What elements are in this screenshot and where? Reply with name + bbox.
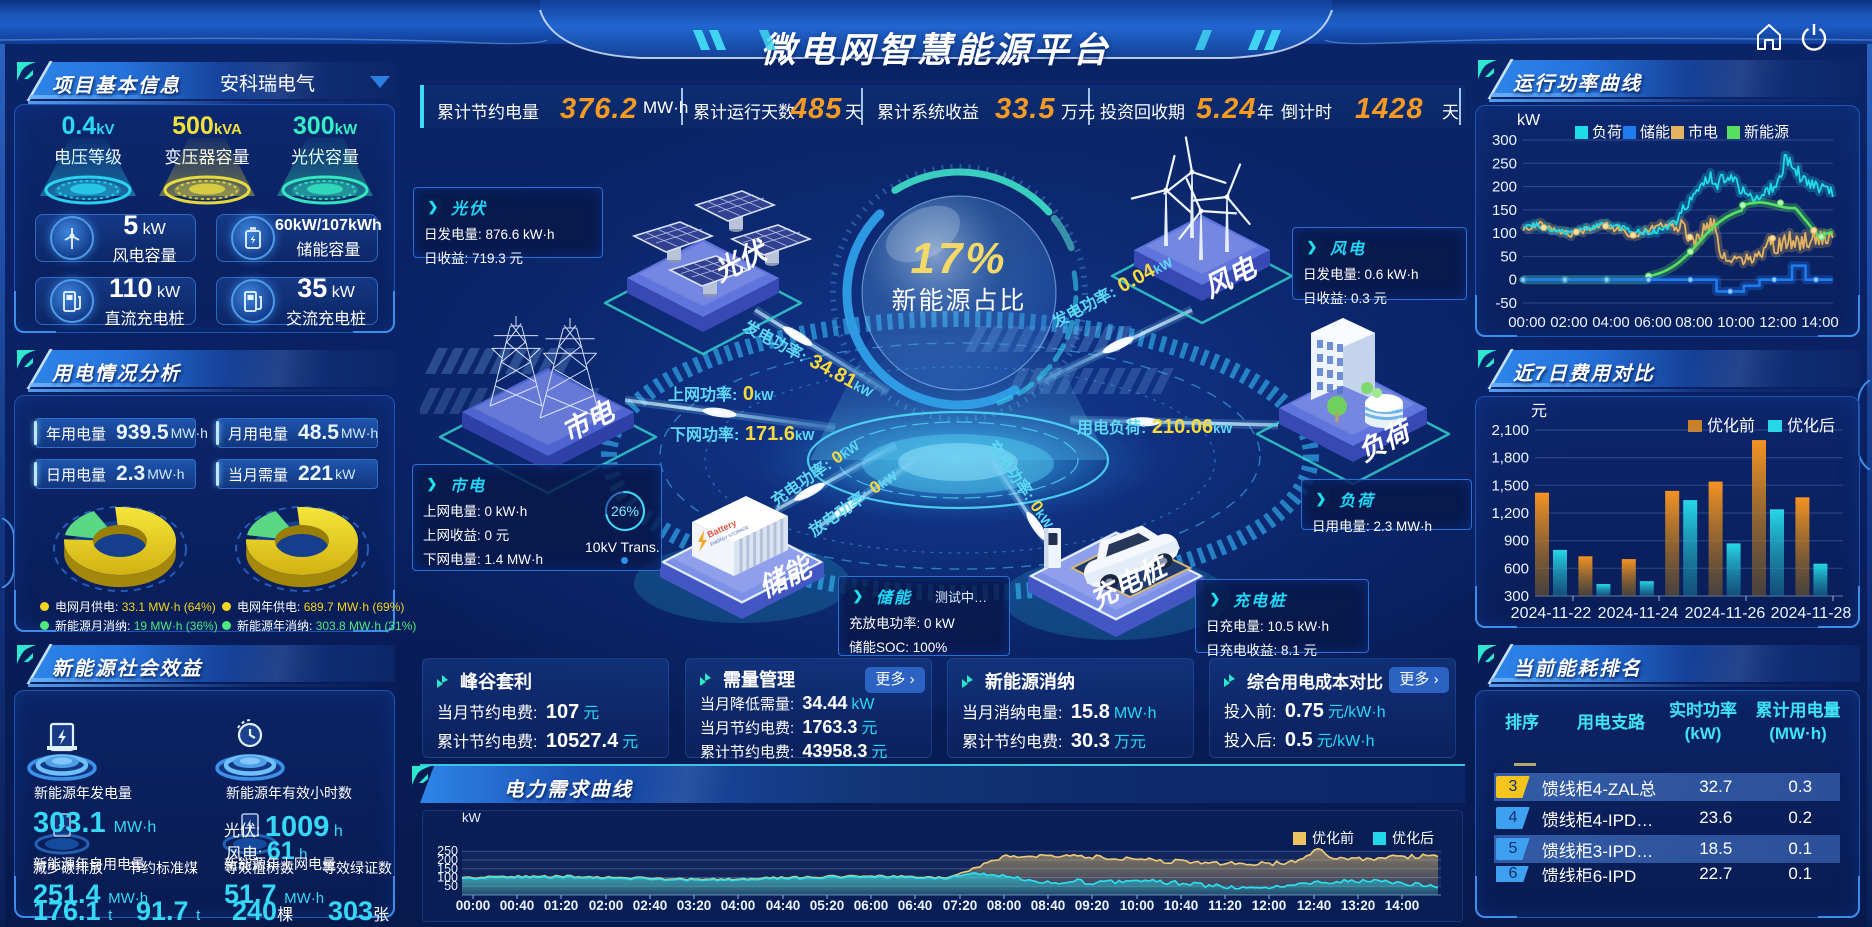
svg-text:2024-11-22: 2024-11-22 — [1511, 605, 1592, 622]
svg-text:250: 250 — [1492, 155, 1517, 172]
svg-text:10:40: 10:40 — [1164, 898, 1199, 913]
svg-text:100: 100 — [1492, 225, 1517, 242]
svg-text:08:40: 08:40 — [1031, 898, 1066, 913]
svg-text:17%: 17% — [910, 234, 1007, 283]
svg-text:13:20: 13:20 — [1341, 898, 1376, 913]
svg-text:1,800: 1,800 — [1491, 450, 1529, 467]
svg-text:新能源占比: 新能源占比 — [891, 287, 1026, 315]
svg-text:下网功率: 171.6kW: 下网功率: 171.6kW — [670, 423, 815, 445]
svg-text:150: 150 — [437, 862, 458, 876]
svg-text:01:20: 01:20 — [544, 898, 579, 913]
svg-text:优化后: 优化后 — [1787, 417, 1835, 435]
svg-text:26%: 26% — [611, 503, 639, 519]
svg-text:50: 50 — [444, 879, 458, 893]
svg-text:200: 200 — [437, 853, 458, 867]
svg-text:12:40: 12:40 — [1297, 898, 1332, 913]
svg-text:14:00: 14:00 — [1801, 314, 1839, 331]
svg-text:优化前: 优化前 — [1707, 417, 1755, 435]
svg-text:900: 900 — [1504, 533, 1529, 550]
svg-text:1,200: 1,200 — [1491, 505, 1529, 522]
svg-text:06:00: 06:00 — [854, 898, 889, 913]
svg-text:市电: 市电 — [1688, 124, 1718, 141]
svg-text:10:00: 10:00 — [1120, 898, 1155, 913]
svg-text:00:00: 00:00 — [1508, 314, 1546, 331]
svg-text:100: 100 — [437, 871, 458, 885]
svg-text:kW: kW — [462, 810, 482, 825]
svg-text:2,100: 2,100 — [1491, 422, 1529, 439]
svg-text:04:40: 04:40 — [766, 898, 801, 913]
svg-text:08:00: 08:00 — [987, 898, 1022, 913]
svg-text:12:00: 12:00 — [1759, 314, 1797, 331]
svg-text:10:00: 10:00 — [1717, 314, 1755, 331]
svg-text:250: 250 — [437, 844, 458, 858]
svg-text:08:00: 08:00 — [1675, 314, 1713, 331]
svg-text:05:20: 05:20 — [810, 898, 845, 913]
svg-text:02:00: 02:00 — [1550, 314, 1588, 331]
svg-text:02:00: 02:00 — [589, 898, 624, 913]
svg-text:04:00: 04:00 — [721, 898, 756, 913]
svg-text:300: 300 — [1492, 132, 1517, 149]
svg-text:300: 300 — [1504, 588, 1529, 605]
svg-text:用电负荷: 210.06kW: 用电负荷: 210.06kW — [1077, 416, 1233, 438]
svg-text:03:20: 03:20 — [677, 898, 712, 913]
svg-text:0: 0 — [1509, 272, 1517, 289]
svg-text:14:00: 14:00 — [1385, 898, 1420, 913]
svg-text:kW: kW — [1517, 112, 1541, 129]
svg-text:负荷: 负荷 — [1592, 124, 1622, 141]
svg-text:优化后: 优化后 — [1392, 830, 1434, 846]
svg-text:06:00: 06:00 — [1634, 314, 1672, 331]
svg-text:50: 50 — [1500, 248, 1517, 265]
svg-text:1,500: 1,500 — [1491, 477, 1529, 494]
svg-text:02:40: 02:40 — [633, 898, 668, 913]
svg-text:150: 150 — [1492, 202, 1517, 219]
svg-text:600: 600 — [1504, 560, 1529, 577]
svg-text:09:20: 09:20 — [1075, 898, 1110, 913]
svg-text:2024-11-26: 2024-11-26 — [1685, 605, 1766, 622]
svg-text:-50: -50 — [1495, 295, 1517, 312]
svg-text:元: 元 — [1531, 403, 1547, 420]
svg-text:2024-11-24: 2024-11-24 — [1598, 605, 1679, 622]
svg-text:新能源: 新能源 — [1744, 124, 1789, 141]
svg-text:上网功率: 0kW: 上网功率: 0kW — [668, 383, 774, 405]
svg-text:06:40: 06:40 — [898, 898, 933, 913]
svg-text:00:00: 00:00 — [456, 898, 491, 913]
svg-text:200: 200 — [1492, 179, 1517, 196]
svg-text:储能: 储能 — [1640, 124, 1670, 141]
svg-text:优化前: 优化前 — [1312, 830, 1354, 846]
svg-text:发电功率: 0.04kW: 发电功率: 0.04kW — [1047, 250, 1177, 333]
svg-text:07:20: 07:20 — [943, 898, 978, 913]
svg-text:2024-11-28: 2024-11-28 — [1771, 605, 1852, 622]
svg-text:04:00: 04:00 — [1592, 314, 1630, 331]
svg-text:11:20: 11:20 — [1208, 898, 1242, 913]
svg-text:00:40: 00:40 — [500, 898, 535, 913]
svg-text:12:00: 12:00 — [1252, 898, 1287, 913]
